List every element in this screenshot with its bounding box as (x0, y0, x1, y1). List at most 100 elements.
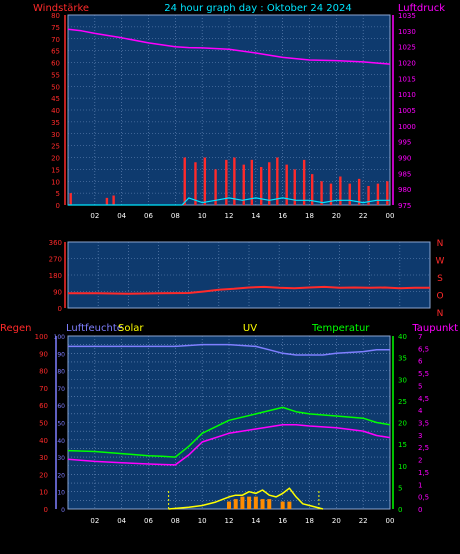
rain-tick-label: 60 (39, 402, 48, 410)
wind-tick-label: 65 (51, 48, 60, 56)
uv-bar (260, 499, 265, 509)
humidity-tick-label: 50 (57, 421, 65, 428)
wind-gust-bar (250, 159, 254, 205)
rain-tick-label: 50 (39, 420, 48, 428)
pressure-tick-label: 1015 (398, 75, 416, 83)
temperature-tick-label: 20 (398, 420, 407, 428)
rain-tick-label: 90 (39, 350, 48, 358)
wind-gust-bar (268, 162, 271, 205)
dewpoint-tick-label: 3,5 (418, 420, 429, 428)
uv-bar (287, 501, 292, 509)
dewpoint-tick-label: 0,5 (418, 494, 429, 502)
wind-gust-bar (233, 157, 236, 205)
pressure-tick-label: 1005 (398, 107, 416, 115)
humidity-tick-label: 70 (57, 386, 65, 393)
temperature-tick-label: 30 (398, 376, 407, 384)
wind-gust-bar (293, 169, 296, 205)
climate-x-tick-label: 14 (251, 517, 260, 525)
dewpoint-axis-title: Taupunkt (411, 323, 458, 334)
uv-bar (267, 499, 272, 509)
dewpoint-tick-label: 2,5 (418, 444, 429, 452)
dewpoint-tick-label: 5,5 (418, 370, 429, 378)
wind-tick-label: 5 (56, 190, 60, 198)
humidity-tick-label: 0 (61, 507, 65, 514)
climate-x-tick-label: 04 (117, 517, 126, 525)
wind-x-tick-label: 14 (251, 212, 260, 220)
dewpoint-tick-label: 2 (418, 457, 422, 465)
rain-tick-label: 30 (39, 454, 48, 462)
pressure-tick-label: 995 (398, 139, 411, 147)
wind-tick-label: 60 (51, 60, 60, 68)
wind-x-tick-label: 06 (144, 212, 153, 220)
rain-tick-label: 10 (39, 489, 48, 497)
direction-tick-label: 360 (49, 239, 62, 247)
dewpoint-tick-label: 4,5 (418, 395, 429, 403)
humidity-tick-label: 40 (57, 438, 65, 445)
wind-tick-label: 70 (51, 36, 60, 44)
climate-x-tick-label: 08 (171, 517, 180, 525)
temperature-tick-label: 35 (398, 355, 407, 363)
wind-gust-bar (357, 178, 361, 205)
wind-x-tick-label: 22 (359, 212, 368, 220)
pressure-tick-label: 1000 (398, 123, 416, 131)
climate-x-tick-label: 02 (90, 517, 99, 525)
temperature-tick-label: 40 (398, 333, 407, 341)
wind-x-tick-label: 08 (171, 212, 180, 220)
uv-bar (247, 496, 252, 509)
dewpoint-line (67, 423, 391, 466)
wind-tick-label: 15 (51, 166, 60, 174)
direction-tick-label: 90 (53, 289, 62, 297)
direction-tick-label: 180 (49, 272, 62, 280)
rain-tick-label: 40 (39, 437, 48, 445)
chart-title: 24 hour graph day : Oktober 24 2024 (164, 3, 351, 14)
wind-gust-bar (367, 186, 370, 205)
wind-gust-bar (376, 183, 380, 205)
uv-bar (233, 499, 238, 509)
direction-tick-label: 0 (58, 305, 62, 313)
rain-tick-label: 80 (39, 368, 48, 376)
climate-x-tick-label: 00 (386, 517, 395, 525)
humidity-tick-label: 30 (57, 455, 65, 462)
wind-x-tick-label: 18 (305, 212, 314, 220)
pressure-tick-label: 1030 (398, 28, 416, 36)
climate-x-tick-label: 10 (198, 517, 207, 525)
wind-gust-bar (183, 157, 186, 205)
humidity-tick-label: 10 (57, 490, 65, 497)
temperature-tick-label: 25 (398, 398, 407, 406)
direction-tick-label: 270 (49, 256, 62, 264)
rain-axis-title: Regen (0, 323, 32, 334)
uv-bar (227, 501, 231, 509)
wind-tick-label: 0 (56, 202, 60, 210)
wind-gust-bar (348, 183, 351, 205)
dewpoint-tick-label: 3 (418, 432, 422, 440)
wind-x-tick-label: 04 (117, 212, 126, 220)
wind-gust-bar (260, 167, 263, 205)
rain-tick-label: 0 (44, 506, 48, 514)
uv-bar (280, 501, 285, 509)
pressure-tick-label: 990 (398, 155, 411, 163)
wind-panel-bg (67, 14, 391, 206)
pressure-tick-label: 1035 (398, 12, 416, 20)
humidity-axis-title: Luftfeuchte (66, 323, 123, 334)
wind-gust-bar (276, 157, 279, 205)
dewpoint-tick-label: 7 (418, 333, 422, 341)
wind-gust-bar (329, 183, 333, 205)
wind-tick-label: 45 (51, 95, 60, 103)
wind-gust-bar (69, 193, 72, 205)
wind-tick-label: 35 (51, 119, 60, 127)
pressure-tick-label: 985 (398, 170, 411, 178)
wind-axis-title: Windstärke (33, 3, 89, 14)
wind-gust-bar (105, 197, 109, 205)
wind-gust-bar (310, 174, 314, 205)
rain-tick-label: 70 (39, 385, 48, 393)
solar-axis-title: Solar (118, 323, 144, 334)
humidity-tick-label: 20 (57, 472, 65, 479)
wind-tick-label: 75 (51, 24, 60, 32)
humidity-tick-label: 80 (57, 369, 65, 376)
wind-speed-line (68, 197, 390, 206)
wind-tick-label: 40 (51, 107, 60, 115)
direction-compass-label: W (436, 257, 445, 267)
wind-x-tick-label: 10 (198, 212, 207, 220)
climate-x-tick-label: 22 (359, 517, 368, 525)
